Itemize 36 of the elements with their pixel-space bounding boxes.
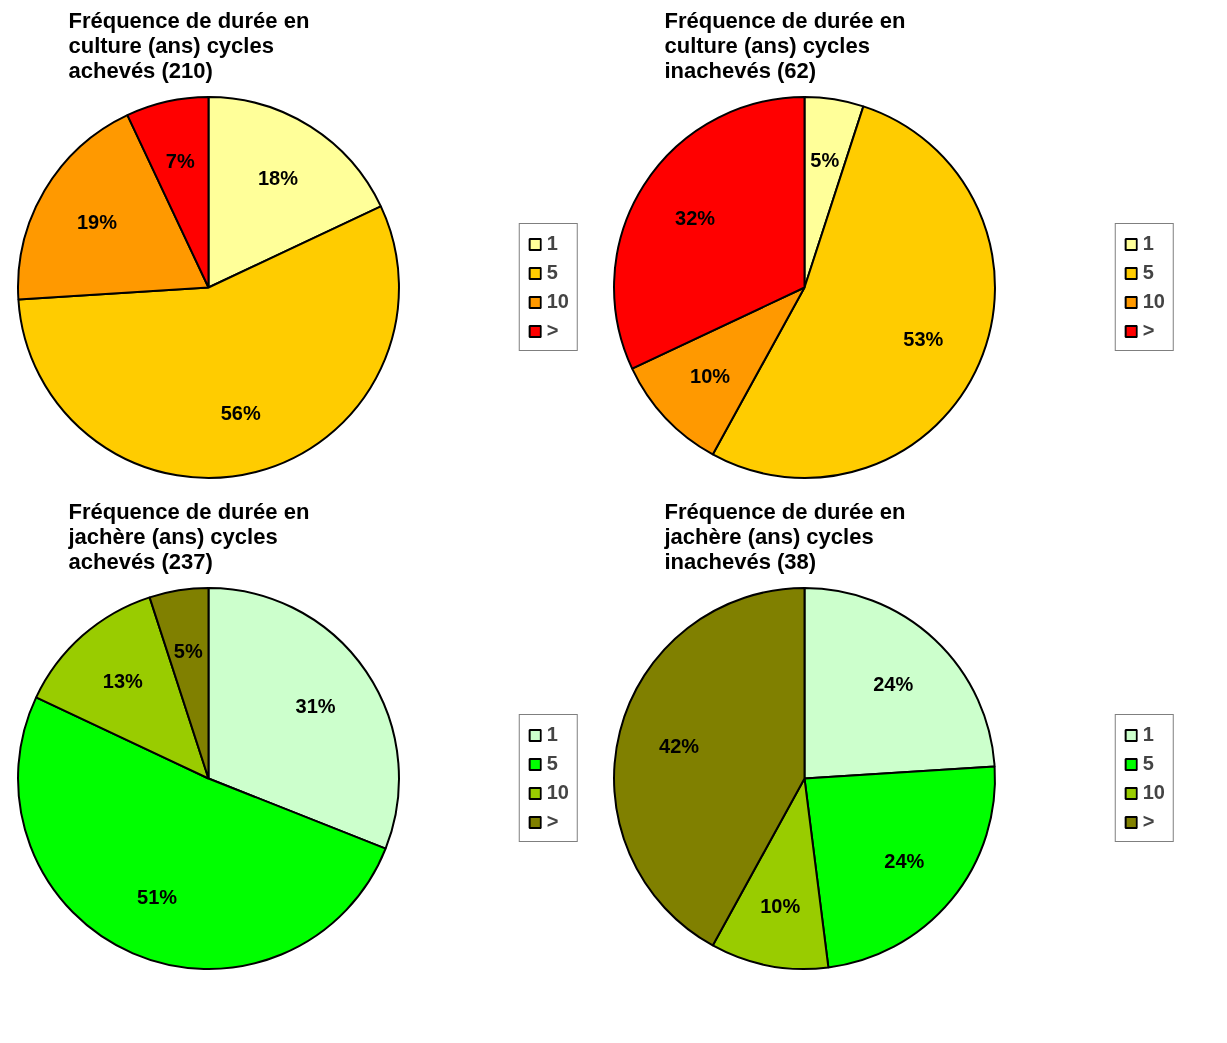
data-label: 10% <box>760 894 801 917</box>
data-label: 24% <box>873 673 914 696</box>
legend-label: 5 <box>546 261 559 284</box>
data-label: 24% <box>884 850 925 873</box>
legend-label: > <box>1142 319 1156 342</box>
data-label: 5% <box>173 639 203 662</box>
data-label: 56% <box>220 401 261 424</box>
legend-label: > <box>1142 810 1156 833</box>
legend-label: 5 <box>546 752 559 775</box>
chart-title: Fréquence de durée en jachère (ans) cycles inachevés (38) <box>663 498 906 574</box>
data-label: 18% <box>257 167 299 190</box>
data-label: 32% <box>675 207 716 230</box>
legend-label: 1 <box>546 723 559 746</box>
legend-label: 5 <box>1142 261 1155 284</box>
legend-label: > <box>546 319 560 342</box>
legend-label: 5 <box>1142 752 1155 775</box>
chart-title: Fréquence de durée en jachère (ans) cycles achevés (237) <box>67 498 310 574</box>
data-label: 10% <box>690 365 731 388</box>
data-label: 19% <box>77 210 118 233</box>
data-label: 42% <box>659 735 700 758</box>
legend-label: 1 <box>1142 232 1155 255</box>
legend-label: 10 <box>1142 290 1165 313</box>
chart-title: Fréquence de durée en culture (ans) cycles achevés (210) <box>68 7 310 83</box>
data-label: 13% <box>102 670 144 693</box>
data-label: 51% <box>137 886 178 909</box>
data-label: 31% <box>295 694 336 717</box>
legend-label: 10 <box>546 290 569 313</box>
data-label: 7% <box>165 150 195 173</box>
legend-label: 1 <box>1142 723 1155 746</box>
legend-label: > <box>546 810 560 833</box>
data-label: 53% <box>903 327 944 350</box>
legend-label: 1 <box>546 232 559 255</box>
data-label: 5% <box>810 148 840 171</box>
legend-label: 10 <box>546 781 569 804</box>
legend-label: 10 <box>1142 781 1165 804</box>
chart-title: Fréquence de durée en culture (ans) cycles inachevés (62) <box>664 7 906 83</box>
